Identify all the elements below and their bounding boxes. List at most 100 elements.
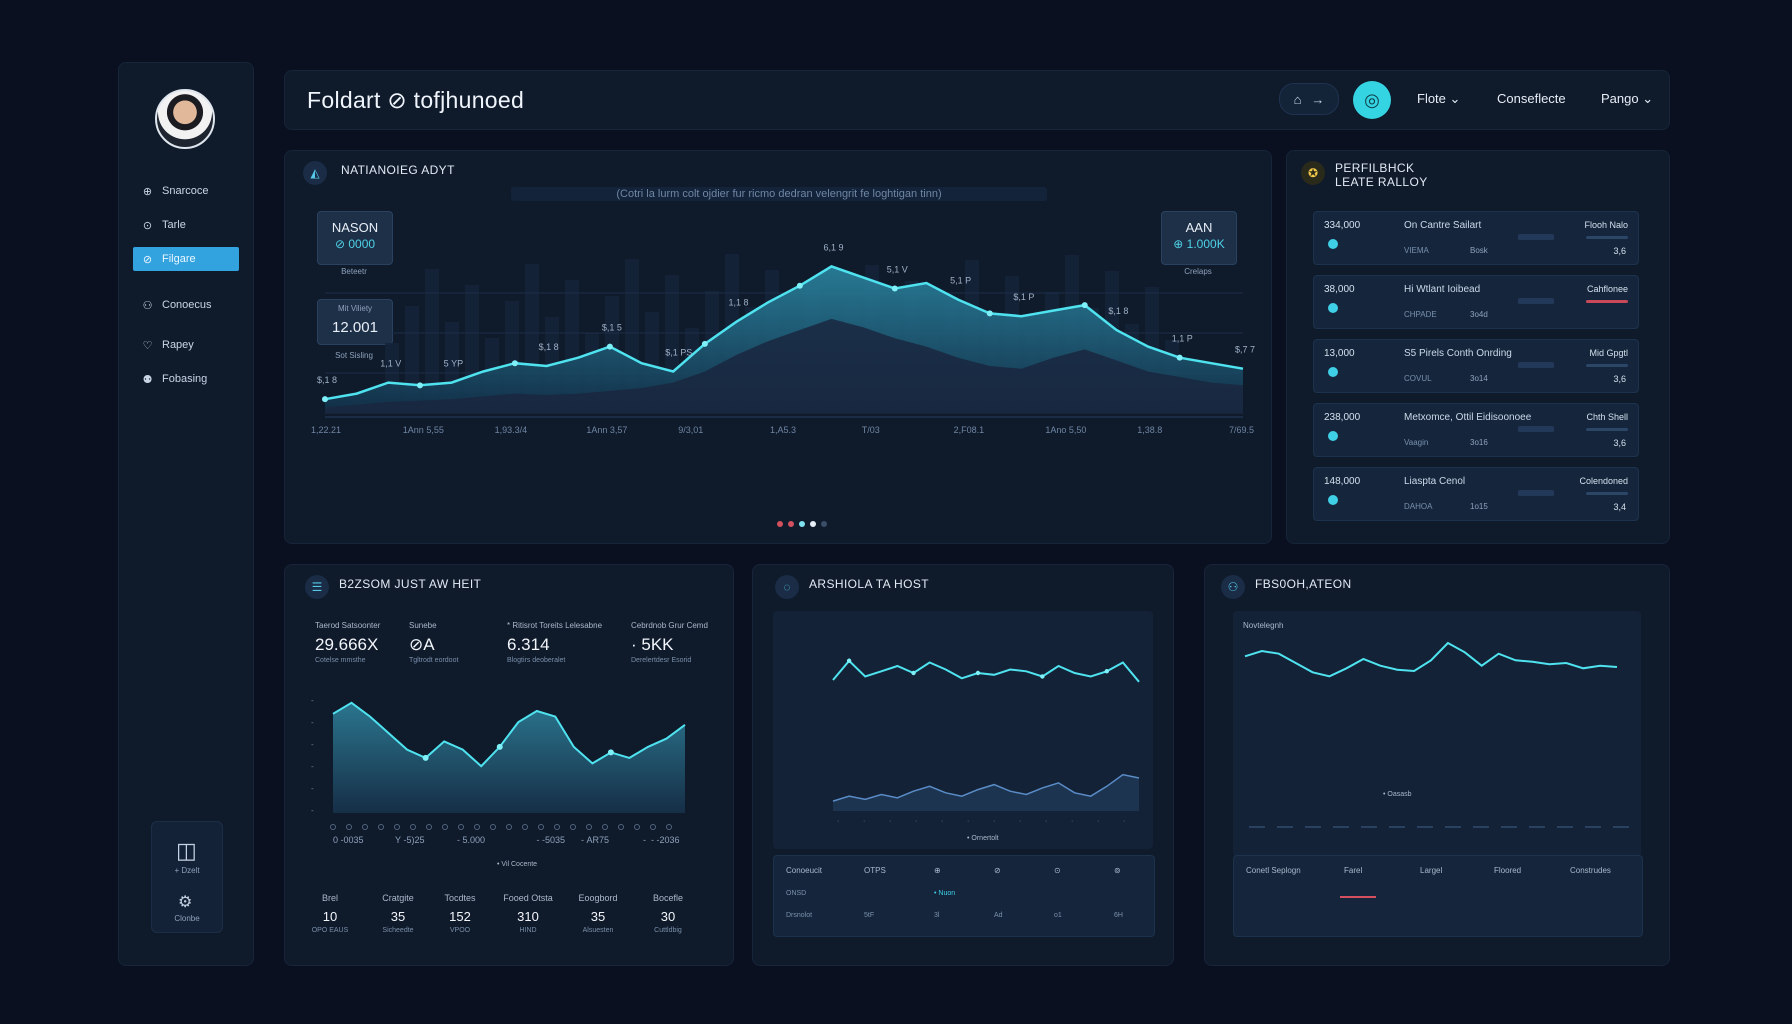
- stats-card-icon: ☰: [305, 575, 329, 599]
- point-label: 5,1 V: [887, 265, 908, 275]
- sidebar-item-snarcoce[interactable]: ⊕ Snarcoce: [133, 179, 239, 203]
- kpi-card-left[interactable]: NASON ⊘ 0000: [317, 211, 393, 265]
- kpi-card-left-2[interactable]: Mit Viliety 12.001: [317, 299, 393, 345]
- perf-value: 334,000: [1324, 220, 1361, 231]
- kpi-card-right[interactable]: AAN ⊕ 1.000K: [1161, 211, 1237, 265]
- sidebar-item-conoecus[interactable]: ⚇ Conoecus: [133, 293, 239, 317]
- host-line-chart[interactable]: · · · · · · · · · · · ·: [753, 565, 1173, 965]
- x-tick-label: 1Ann 3,57: [586, 425, 627, 435]
- perf-row[interactable]: 334,000 On Cantre Sailart VIEMA Bosk Flooh N…: [1313, 211, 1639, 265]
- monitor-card-icon: ⚇: [1221, 575, 1245, 599]
- perf-tag: Cahflonee: [1586, 284, 1628, 294]
- pager-dot[interactable]: [799, 521, 805, 527]
- point-label: 1,1 P: [1172, 334, 1193, 344]
- x-tick-label: 1,A5.3: [770, 425, 796, 435]
- table-cell: o1: [1054, 912, 1062, 919]
- perf-mini-bar: [1518, 234, 1554, 240]
- perf-tag: Chth Shell: [1586, 412, 1628, 422]
- pager-dot[interactable]: [788, 521, 794, 527]
- footer-label: Fooed Otsta: [503, 893, 553, 903]
- sidebar-item-rapey[interactable]: ♡ Rapey: [133, 333, 239, 357]
- stat-value: 6.314: [507, 635, 550, 654]
- status-dot-icon: [1328, 431, 1338, 441]
- kpi-left2-label: Mit Viliety: [337, 304, 373, 313]
- perf-title-line1: PERFILBHCK: [1335, 161, 1415, 175]
- header-link-pango[interactable]: Pango ⌄: [1601, 91, 1654, 106]
- home-icon[interactable]: ⌂: [1293, 91, 1302, 107]
- settings-icon[interactable]: ⚙: [178, 894, 193, 911]
- x-marker: [586, 824, 592, 830]
- perf-tag: Flooh Nalo: [1584, 220, 1628, 230]
- perf-tag: Colendoned: [1579, 476, 1628, 486]
- alert-marker: [1340, 896, 1376, 898]
- x-marker: [458, 824, 464, 830]
- perf-progress-bar: [1586, 300, 1628, 303]
- pager-dot[interactable]: [821, 521, 827, 527]
- sidebar-item-filgare[interactable]: ⊘ Filgare: [133, 247, 239, 271]
- perf-row[interactable]: 238,000 Metxomce, Ottil Eidisoonoee Vaagin…: [1313, 403, 1639, 457]
- point-label: $,1 P: [1013, 292, 1034, 302]
- arrow-right-icon[interactable]: →: [1311, 91, 1325, 107]
- sidebar-item-label: Conoecus: [162, 299, 212, 311]
- chart-pager[interactable]: [777, 521, 827, 527]
- main-area-chart[interactable]: $,1 8 1,1 V 5 YP $,1 8 $,1 5 $,1 PS 1,1 8 6,1 9…: [285, 151, 1271, 543]
- y-tick-label: -: [311, 806, 314, 815]
- table-cell: 6H: [1114, 912, 1123, 919]
- x-marker: [362, 824, 368, 830]
- x-marker: [442, 824, 448, 830]
- data-point: [322, 396, 328, 403]
- stat-label: * Ritisrot Toreits Lelesabne: [507, 621, 603, 630]
- stat-label: Cebrdnob Grur Cemd: [631, 621, 708, 630]
- header-actions[interactable]: ⌂ →: [1279, 83, 1339, 115]
- header-link-conseflecte[interactable]: Conseflecte: [1497, 91, 1566, 106]
- data-point: [511, 360, 518, 367]
- sidebar-item-label: Filgare: [162, 253, 196, 265]
- main-chart-title: NATIANOIEG ADYT: [341, 163, 455, 177]
- sidebar-item-fobasing[interactable]: ⚉ Fobasing: [133, 367, 239, 391]
- table-cell: Ad: [994, 912, 1003, 919]
- footer-sub: Sicheedte: [382, 927, 414, 934]
- monitor-card-title: FBS0OH,ATEON: [1255, 577, 1352, 591]
- data-point: [911, 670, 916, 676]
- data-point: [607, 749, 614, 756]
- table-cell: ONSD: [786, 890, 807, 897]
- stat-sub: Derelertdesr Esorid: [631, 657, 692, 664]
- table-cell: 5tF: [864, 912, 875, 919]
- perf-mini-bar: [1518, 362, 1554, 368]
- main-area-line: [324, 265, 1244, 401]
- perf-row[interactable]: 13,000 S5 Pirels Conth Onrding COVUL 3o14 Mi…: [1313, 339, 1639, 393]
- monitor-line-chart[interactable]: [1205, 565, 1669, 965]
- monitor-card: ⚇ FBS0OH,ATEON Novtelegnh • Oasasb Conet…: [1204, 564, 1670, 966]
- perf-num: 3,6: [1613, 374, 1626, 384]
- pager-dot[interactable]: [810, 521, 816, 527]
- user-avatar-icon[interactable]: ◎: [1353, 81, 1391, 119]
- layout-icon[interactable]: ◫: [176, 838, 197, 863]
- x-tick-label: 0 -0035: [333, 835, 364, 845]
- stats-area-chart[interactable]: - - - - - - 0 -0035 Y -5)25 - 5.000 - -503…: [285, 565, 733, 965]
- data-point: [1040, 674, 1045, 679]
- data-point: [606, 343, 613, 350]
- x-tick-label: ·: [993, 818, 995, 825]
- pager-dot[interactable]: [777, 521, 783, 527]
- stat-label: Taerod Satsoonter: [315, 621, 381, 630]
- table-cell: • Nuon: [934, 890, 956, 897]
- x-tick-label: 1,93.3/4: [495, 425, 528, 435]
- x-tick-label: 1,22.21: [311, 425, 341, 435]
- data-point: [496, 743, 503, 750]
- stat-value: ⊘A: [409, 635, 435, 654]
- x-tick-label: 9/3,01: [678, 425, 703, 435]
- header-link-flote[interactable]: Flote ⌄: [1417, 91, 1461, 106]
- host-line-top: [832, 659, 1140, 683]
- sidebar-item-label: Rapey: [162, 339, 194, 351]
- perf-row[interactable]: 38,000 Hi Wtlant Ioibead CHPADE 3o4d Cahflon…: [1313, 275, 1639, 329]
- perf-row[interactable]: 148,000 Liaspta Cenol DAHOA 1o15 Colendoned 3…: [1313, 467, 1639, 521]
- perf-progress-bar: [1586, 236, 1628, 239]
- stats-area-line: [332, 701, 686, 768]
- perf-name: Metxomce, Ottil Eidisoonoee: [1404, 412, 1532, 423]
- sidebar-item-tarle[interactable]: ⊙ Tarle: [133, 213, 239, 237]
- footer-sub: Cuttldbig: [654, 927, 682, 934]
- avatar[interactable]: [155, 89, 215, 149]
- data-point: [891, 285, 898, 292]
- perf-num: 3,6: [1613, 246, 1626, 256]
- clock-icon: ⊙: [142, 219, 153, 232]
